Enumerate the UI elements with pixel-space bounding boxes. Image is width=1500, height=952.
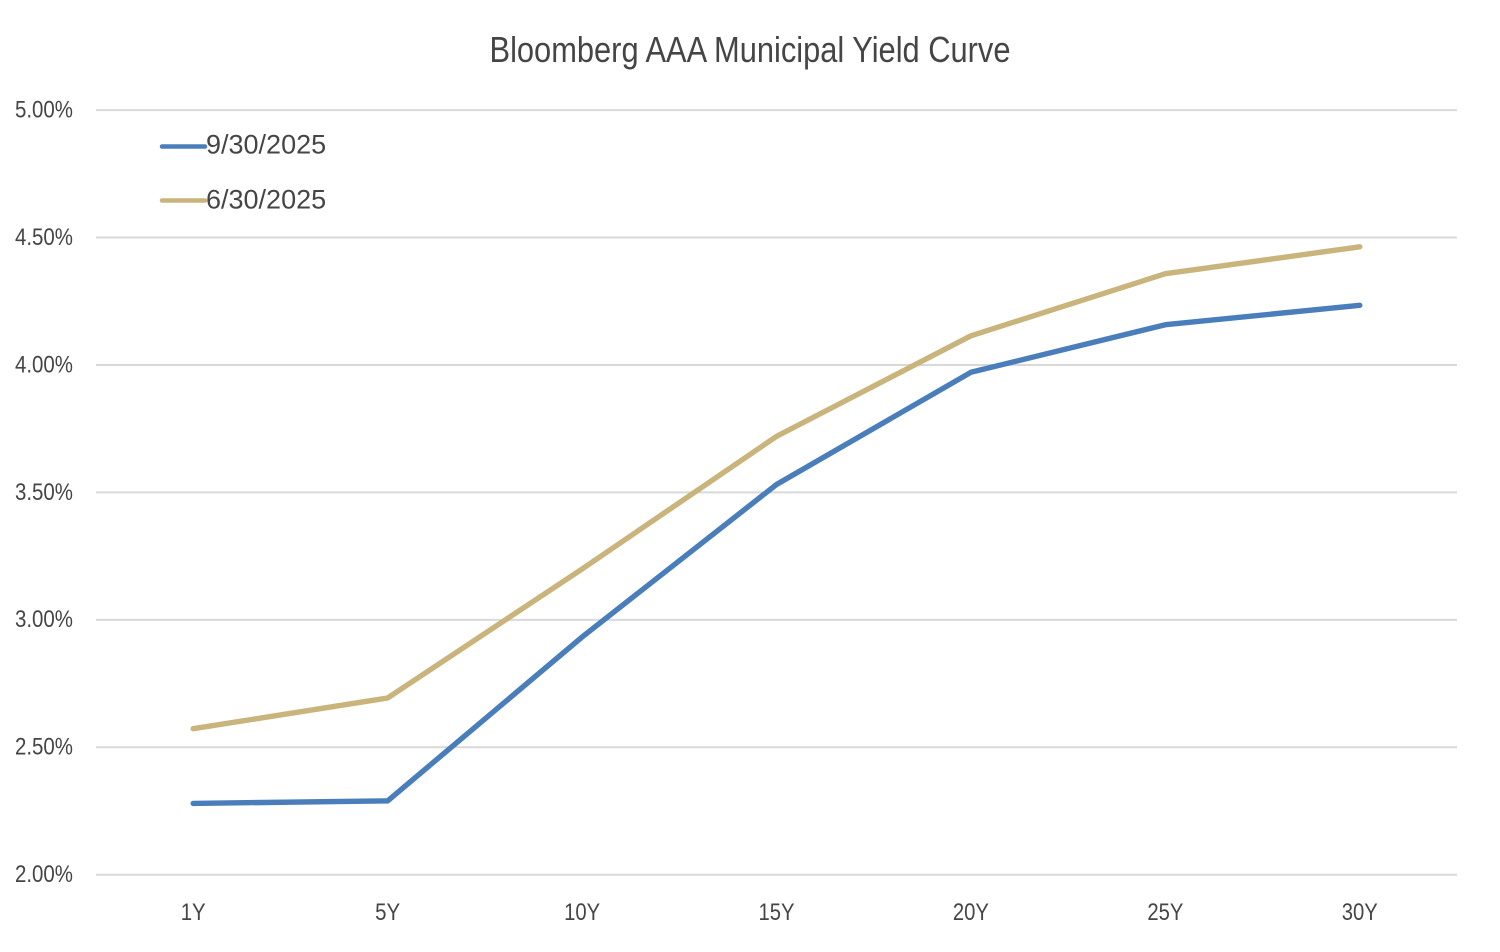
- svg-text:10Y: 10Y: [564, 899, 600, 926]
- svg-text:3.00%: 3.00%: [15, 606, 73, 633]
- svg-text:4.50%: 4.50%: [15, 224, 73, 251]
- svg-text:1Y: 1Y: [181, 899, 206, 926]
- svg-text:20Y: 20Y: [953, 899, 989, 926]
- svg-text:30Y: 30Y: [1342, 899, 1378, 926]
- svg-text:25Y: 25Y: [1147, 899, 1183, 926]
- svg-text:2.50%: 2.50%: [15, 734, 73, 761]
- svg-text:Bloomberg AAA Municipal Yield: Bloomberg AAA Municipal Yield Curve: [490, 29, 1011, 70]
- svg-text:6/30/2025: 6/30/2025: [206, 185, 326, 215]
- svg-text:5.00%: 5.00%: [15, 97, 73, 124]
- svg-text:5Y: 5Y: [375, 899, 400, 926]
- svg-text:4.00%: 4.00%: [15, 351, 73, 378]
- svg-text:2.00%: 2.00%: [15, 861, 73, 888]
- svg-text:15Y: 15Y: [759, 899, 795, 926]
- svg-text:9/30/2025: 9/30/2025: [206, 130, 326, 160]
- svg-text:3.50%: 3.50%: [15, 479, 73, 506]
